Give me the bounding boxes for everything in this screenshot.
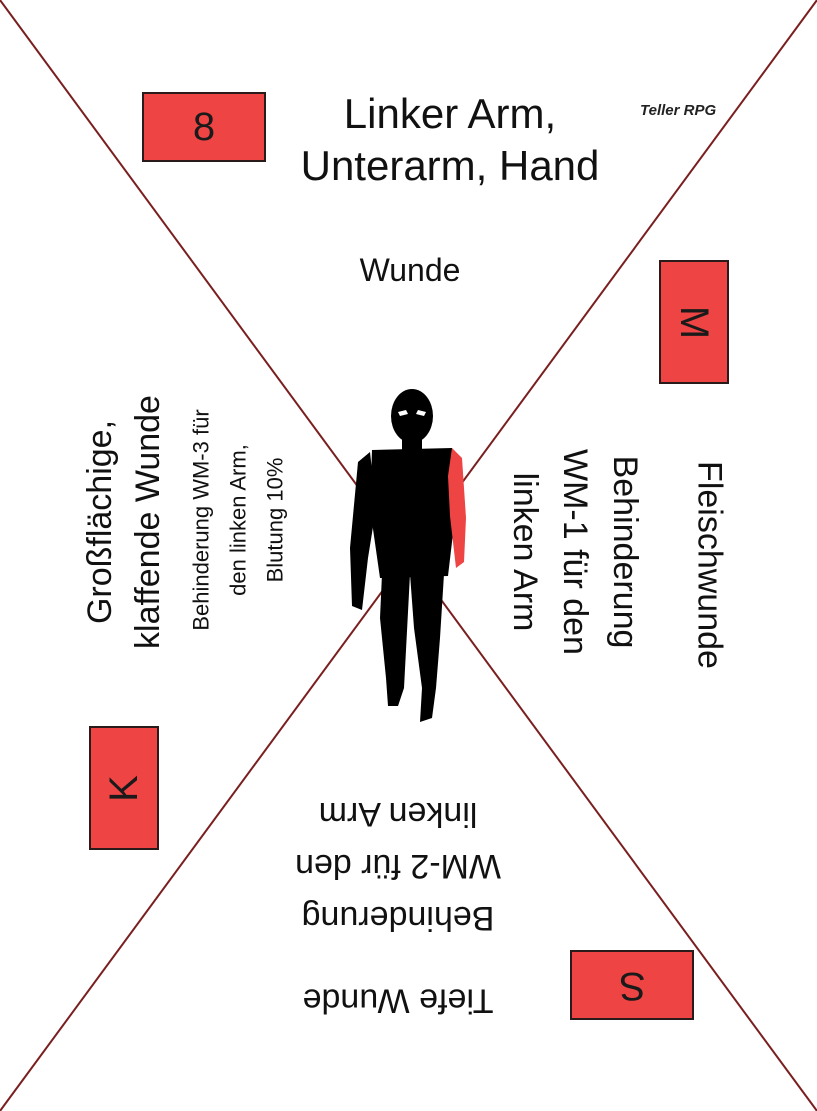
right-line-2: WM-1 für den: [556, 449, 594, 655]
left-line-4: den linken Arm,: [225, 444, 251, 596]
left-line-3: Behinderung WM-3 für: [188, 409, 214, 631]
letter-m: M: [672, 305, 717, 339]
left-line-5: Blutung 10%: [262, 457, 288, 583]
bottom-line-3: linken Arm: [318, 795, 478, 833]
card-title: Linker Arm, Unterarm, Hand: [270, 88, 630, 192]
number-box: 8: [142, 92, 266, 162]
brand-label: Teller RPG: [640, 102, 717, 119]
card-number: 8: [192, 104, 216, 149]
left-line-1: Großflächige,: [81, 419, 119, 625]
letter-box-s: S: [570, 950, 694, 1020]
letter-s: S: [618, 963, 646, 1008]
bottom-line-1: Behinderung: [301, 899, 495, 937]
bottom-heading: Tiefe Wunde: [302, 981, 494, 1020]
letter-k: K: [101, 774, 146, 802]
right-line-1: Behinderung: [606, 455, 644, 649]
letter-box-m: M: [659, 260, 729, 384]
left-text-block: Behinderung WM-3 für den linken Arm, Blu…: [183, 409, 294, 630]
bottom-text-block: Behinderung WM-2 für den linken Arm: [295, 788, 501, 944]
bottom-line-2: WM-2 für den: [295, 847, 501, 885]
wound-subtitle: Wunde: [359, 252, 461, 288]
left-line-2: klaffende Wunde: [129, 395, 167, 649]
right-heading: Fleischwunde: [690, 461, 729, 669]
title-line-1: Linker Arm,: [343, 90, 557, 137]
right-line-3: linken Arm: [506, 472, 544, 632]
figure-silhouette-icon: [350, 389, 466, 722]
title-line-2: Unterarm, Hand: [300, 142, 600, 189]
left-heading-block: Großflächige, klaffende Wunde: [76, 395, 172, 649]
letter-box-k: K: [89, 726, 159, 850]
right-text-block: Behinderung WM-1 für den linken Arm: [500, 449, 650, 655]
